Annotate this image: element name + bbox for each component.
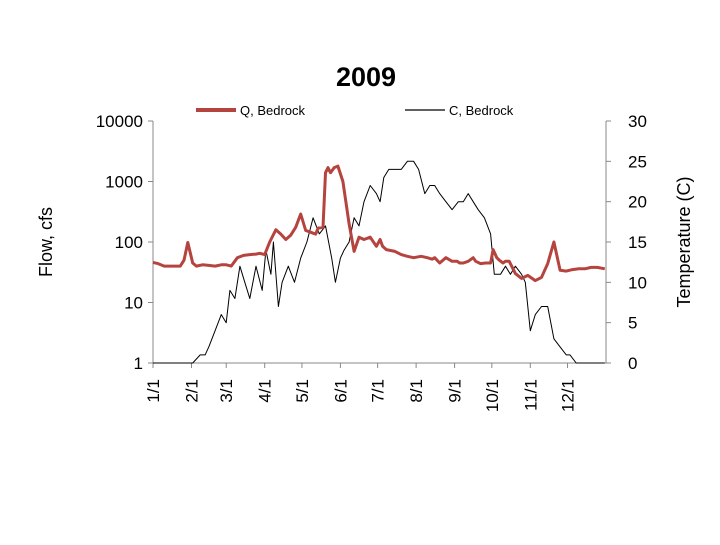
series-layer — [152, 160, 606, 364]
y2-tick-label: 5 — [628, 314, 637, 333]
x-tick-label: 1/1 — [144, 379, 163, 403]
y2-axis-title: Temperature (C) — [674, 176, 694, 307]
legend: Q, Bedrock C, Bedrock — [196, 103, 514, 118]
y2-tick-label: 15 — [628, 233, 647, 252]
x-tick-label: 9/1 — [446, 379, 465, 403]
legend-label-c: C, Bedrock — [449, 103, 514, 118]
legend-label-q: Q, Bedrock — [240, 103, 306, 118]
y2-tick-label: 10 — [628, 273, 647, 292]
x-tick-label: 7/1 — [369, 379, 388, 403]
x-tick-label: 8/1 — [407, 379, 426, 403]
axes: 1 10 100 1000 10000 0 5 10 15 20 25 30 1/1 2/1 3/1 4/1 5… — [96, 112, 647, 412]
y-tick-label: 10000 — [96, 112, 143, 131]
y2-tick-label: 0 — [628, 354, 637, 373]
y2-tick-label: 20 — [628, 193, 647, 212]
y-tick-label: 100 — [115, 233, 143, 252]
x-tick-label: 11/1 — [521, 379, 540, 411]
y-axis-title: Flow, cfs — [36, 207, 56, 277]
series-line-q-bedrock — [152, 164, 606, 283]
series-line-c-bedrock — [153, 160, 605, 364]
x-tick-label: 3/1 — [217, 379, 236, 403]
x-tick-label: 6/1 — [331, 379, 350, 403]
y2-tick-label: 25 — [628, 152, 647, 171]
y-tick-label: 10 — [124, 294, 143, 313]
y-tick-label: 1000 — [105, 173, 143, 192]
chart-title: 2009 — [336, 62, 396, 92]
x-tick-label: 12/1 — [559, 379, 578, 412]
y2-tick-label: 30 — [628, 112, 647, 131]
x-tick-label: 2/1 — [182, 379, 201, 403]
x-tick-label: 5/1 — [293, 379, 312, 403]
x-tick-label: 10/1 — [483, 379, 502, 412]
x-tick-label: 4/1 — [256, 379, 275, 403]
y-tick-label: 1 — [134, 354, 143, 373]
